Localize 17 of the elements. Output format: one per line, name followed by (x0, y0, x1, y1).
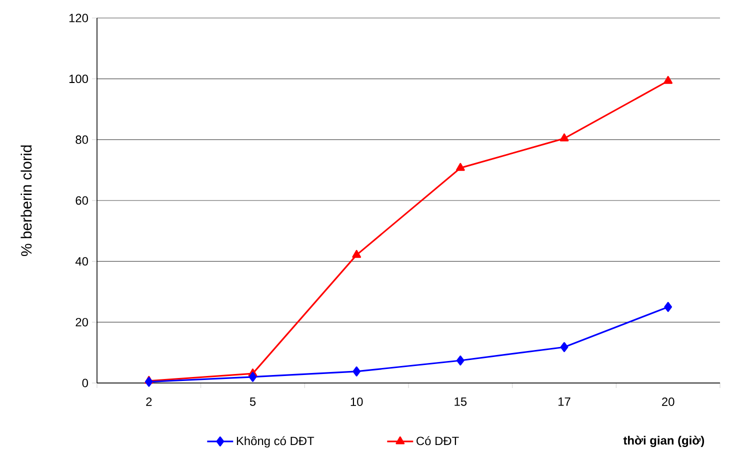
x-tick-label: 20 (662, 398, 674, 406)
y-tick-label: 40 (75, 257, 88, 266)
y-tick-label: 20 (76, 318, 88, 326)
y-tick-label: 60 (76, 196, 88, 205)
legend-label: Có DĐT (416, 436, 459, 446)
x-tick-label: 17 (558, 398, 570, 406)
x-tick-label: 15 (454, 398, 467, 406)
legend-label: Không có DĐT (236, 436, 314, 448)
y-tick-label: 120 (69, 14, 88, 22)
x-tick-label: 5 (250, 398, 256, 406)
x-tick-label: 2 (146, 398, 152, 406)
y-tick-label: 0 (82, 378, 88, 388)
x-axis-title: thời gian (giờ) (623, 436, 704, 448)
y-tick-label: 80 (76, 135, 88, 144)
y-tick-label: 100 (69, 74, 88, 84)
y-axis-title: % berberin clorid (20, 145, 32, 256)
x-tick-label: 10 (350, 398, 363, 406)
